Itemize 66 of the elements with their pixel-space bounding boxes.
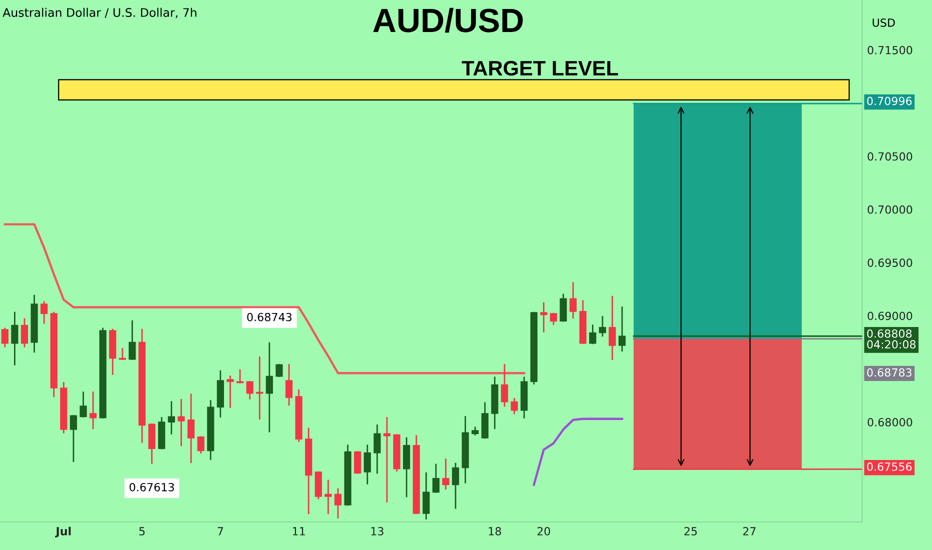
candlestick [226,376,234,408]
annotation: 0.68743 [247,312,292,322]
line-series [532,418,624,486]
candlestick [383,417,391,502]
candlestick [364,444,371,484]
text: Australian Dollar / U.S. Dollar, 7h [2,8,196,18]
candlestick [1,328,8,348]
candlestick [266,342,273,432]
candlestick [178,399,185,446]
ref-line-label: 0.67556 [867,462,912,471]
y-tick-label: 0.68000 [868,418,912,426]
y-tick-label: 0.69500 [868,258,912,267]
candlestick [432,464,440,493]
x-tick-label: 13 [371,527,384,536]
y-tick-label: 0.70000 [868,205,912,214]
candlestick [560,294,567,322]
candlestick [276,364,283,378]
candlestick [500,364,508,407]
x-tick-label: 27 [743,527,756,536]
candlestick [236,369,244,384]
candlestick [570,282,577,319]
candlestick [285,364,293,406]
candlestick [510,398,518,414]
candlestick [422,472,430,520]
annotation: 0.67613 [130,482,174,492]
x-tick-label: 7 [218,527,224,536]
y-axis-title: USD [872,18,895,27]
candlestick [11,312,18,366]
y-tick-label: 0.70500 [868,152,912,161]
candlestick [442,458,450,490]
candlestick [354,451,362,474]
candlestick [197,436,204,454]
candlestick [334,488,342,518]
x-tick-label: Jul [55,526,71,538]
candlestick [128,320,136,360]
chart-title: AUD/USD [373,8,523,33]
candlestick [598,316,606,337]
band-label: TARGET LEVEL [462,60,618,76]
y-tick-label: 0.71500 [868,46,912,54]
candlestick [608,296,616,360]
ref-line-label: 0.68808 04:20:08 [867,329,916,349]
x-tick-label: 20 [537,527,550,536]
x-tick-label: 11 [292,527,305,536]
candlestick [403,437,410,498]
x-tick-label: 5 [139,527,145,536]
candlestick [374,424,381,474]
candlestick [80,392,87,418]
candlestick [324,480,332,514]
x-tick-label: 18 [488,527,502,536]
ref-line-label: 0.68783 [867,368,912,377]
candlestick [40,301,48,324]
candlestick [540,302,548,332]
candlestick [550,312,558,325]
candlestick [20,318,28,348]
x-tick-label: 25 [684,527,697,536]
line-series [4,223,526,374]
candlestick [168,401,175,434]
candlestick [70,414,78,462]
candlestick [90,392,97,430]
candlestick [618,306,626,352]
y-tick-label: 0.69000 [868,312,912,320]
candlestick [246,380,254,400]
candlestick [187,394,195,464]
ref-line-label: 0.70996 [867,96,912,106]
candlestick [452,462,460,509]
candlestick [589,324,596,344]
